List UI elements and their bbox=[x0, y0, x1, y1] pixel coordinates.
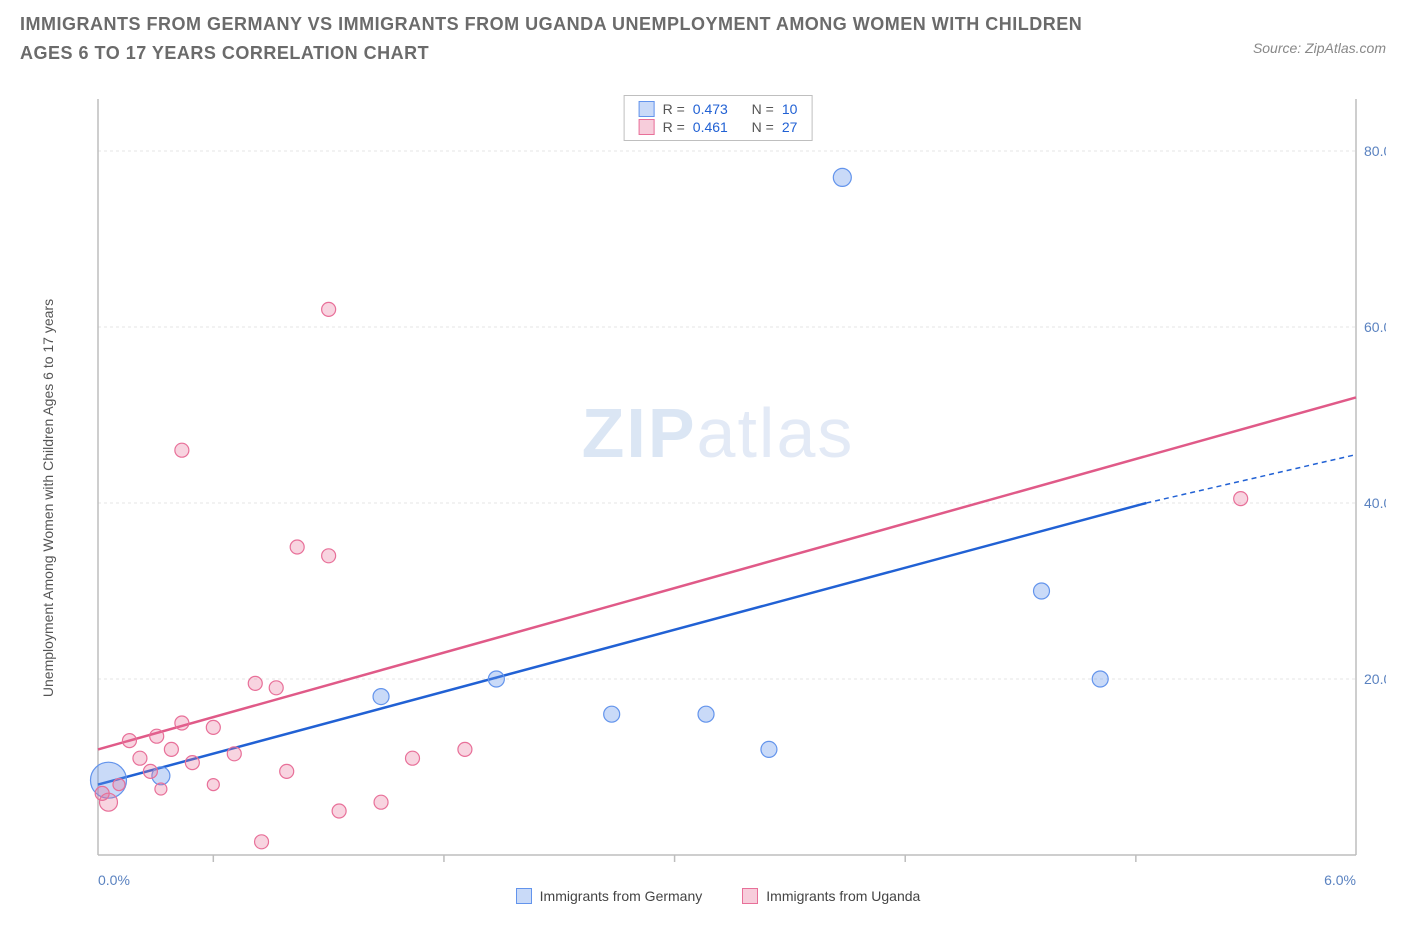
stat-n-label-2: N = bbox=[752, 119, 774, 135]
chart-area: Unemployment Among Women with Children A… bbox=[50, 95, 1386, 900]
source-name: ZipAtlas.com bbox=[1305, 40, 1386, 56]
y-axis-label: Unemployment Among Women with Children A… bbox=[40, 298, 56, 696]
svg-text:60.0%: 60.0% bbox=[1364, 319, 1386, 335]
source-label: Source: bbox=[1253, 40, 1301, 56]
legend-label-germany: Immigrants from Germany bbox=[540, 888, 703, 904]
legend-item-germany: Immigrants from Germany bbox=[516, 888, 703, 904]
stat-n-uganda: 27 bbox=[782, 119, 798, 135]
stats-legend: R = 0.473 N = 10 R = 0.461 N = 27 bbox=[624, 95, 813, 141]
stat-n-germany: 10 bbox=[782, 101, 798, 117]
stats-row-germany: R = 0.473 N = 10 bbox=[639, 100, 798, 118]
bottom-legend: Immigrants from Germany Immigrants from … bbox=[50, 888, 1386, 904]
legend-swatch-blue bbox=[516, 888, 532, 904]
swatch-blue bbox=[639, 101, 655, 117]
legend-swatch-pink bbox=[742, 888, 758, 904]
source-credit: Source: ZipAtlas.com bbox=[1253, 40, 1386, 56]
stat-r-germany: 0.473 bbox=[693, 101, 728, 117]
chart-title: IMMIGRANTS FROM GERMANY VS IMMIGRANTS FR… bbox=[20, 10, 1140, 68]
svg-text:20.0%: 20.0% bbox=[1364, 671, 1386, 687]
stat-r-label: R = bbox=[663, 101, 685, 117]
scatter-chart: 20.0% 40.0% 60.0% 80.0% 0.0% 6.0% bbox=[50, 95, 1386, 900]
stats-row-uganda: R = 0.461 N = 27 bbox=[639, 118, 798, 136]
legend-label-uganda: Immigrants from Uganda bbox=[766, 888, 920, 904]
stat-r-label-2: R = bbox=[663, 119, 685, 135]
svg-text:80.0%: 80.0% bbox=[1364, 143, 1386, 159]
svg-text:6.0%: 6.0% bbox=[1324, 872, 1356, 888]
header: IMMIGRANTS FROM GERMANY VS IMMIGRANTS FR… bbox=[0, 0, 1406, 68]
svg-text:0.0%: 0.0% bbox=[98, 872, 130, 888]
legend-item-uganda: Immigrants from Uganda bbox=[742, 888, 920, 904]
stat-n-label: N = bbox=[752, 101, 774, 117]
stat-r-uganda: 0.461 bbox=[693, 119, 728, 135]
swatch-pink bbox=[639, 119, 655, 135]
svg-text:40.0%: 40.0% bbox=[1364, 495, 1386, 511]
